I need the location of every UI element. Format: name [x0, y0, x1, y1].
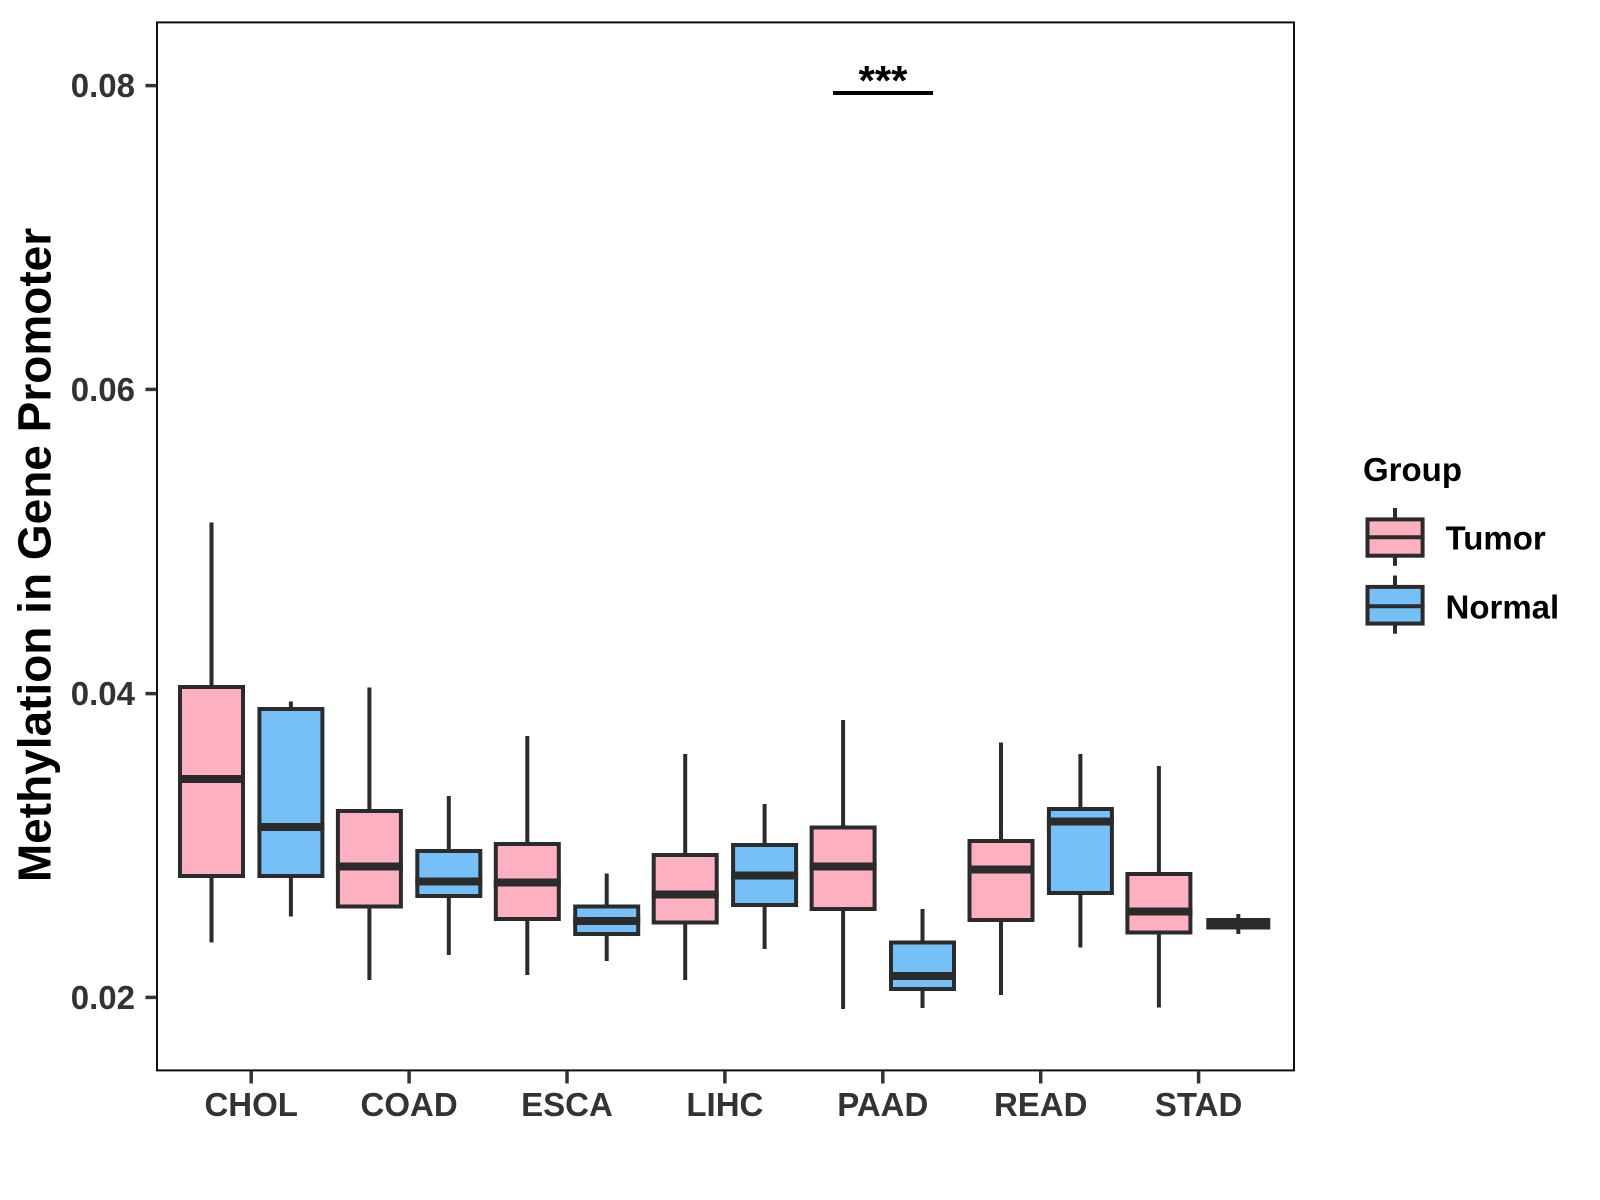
- svg-text:CHOL: CHOL: [204, 1086, 298, 1123]
- svg-text:PAAD: PAAD: [837, 1086, 928, 1123]
- svg-text:0.02: 0.02: [71, 979, 135, 1016]
- svg-text:ESCA: ESCA: [521, 1086, 613, 1123]
- svg-text:COAD: COAD: [361, 1086, 458, 1123]
- svg-text:LIHC: LIHC: [686, 1086, 763, 1123]
- svg-text:***: ***: [858, 57, 908, 104]
- svg-text:Normal: Normal: [1446, 588, 1560, 625]
- svg-text:0.04: 0.04: [71, 675, 136, 712]
- svg-text:Methylation in Gene Promoter: Methylation in Gene Promoter: [9, 228, 61, 882]
- svg-text:Group: Group: [1363, 451, 1462, 488]
- svg-text:READ: READ: [994, 1086, 1088, 1123]
- svg-text:Tumor: Tumor: [1446, 520, 1546, 557]
- svg-text:0.08: 0.08: [71, 67, 135, 104]
- svg-text:STAD: STAD: [1155, 1086, 1242, 1123]
- svg-text:0.06: 0.06: [71, 371, 135, 408]
